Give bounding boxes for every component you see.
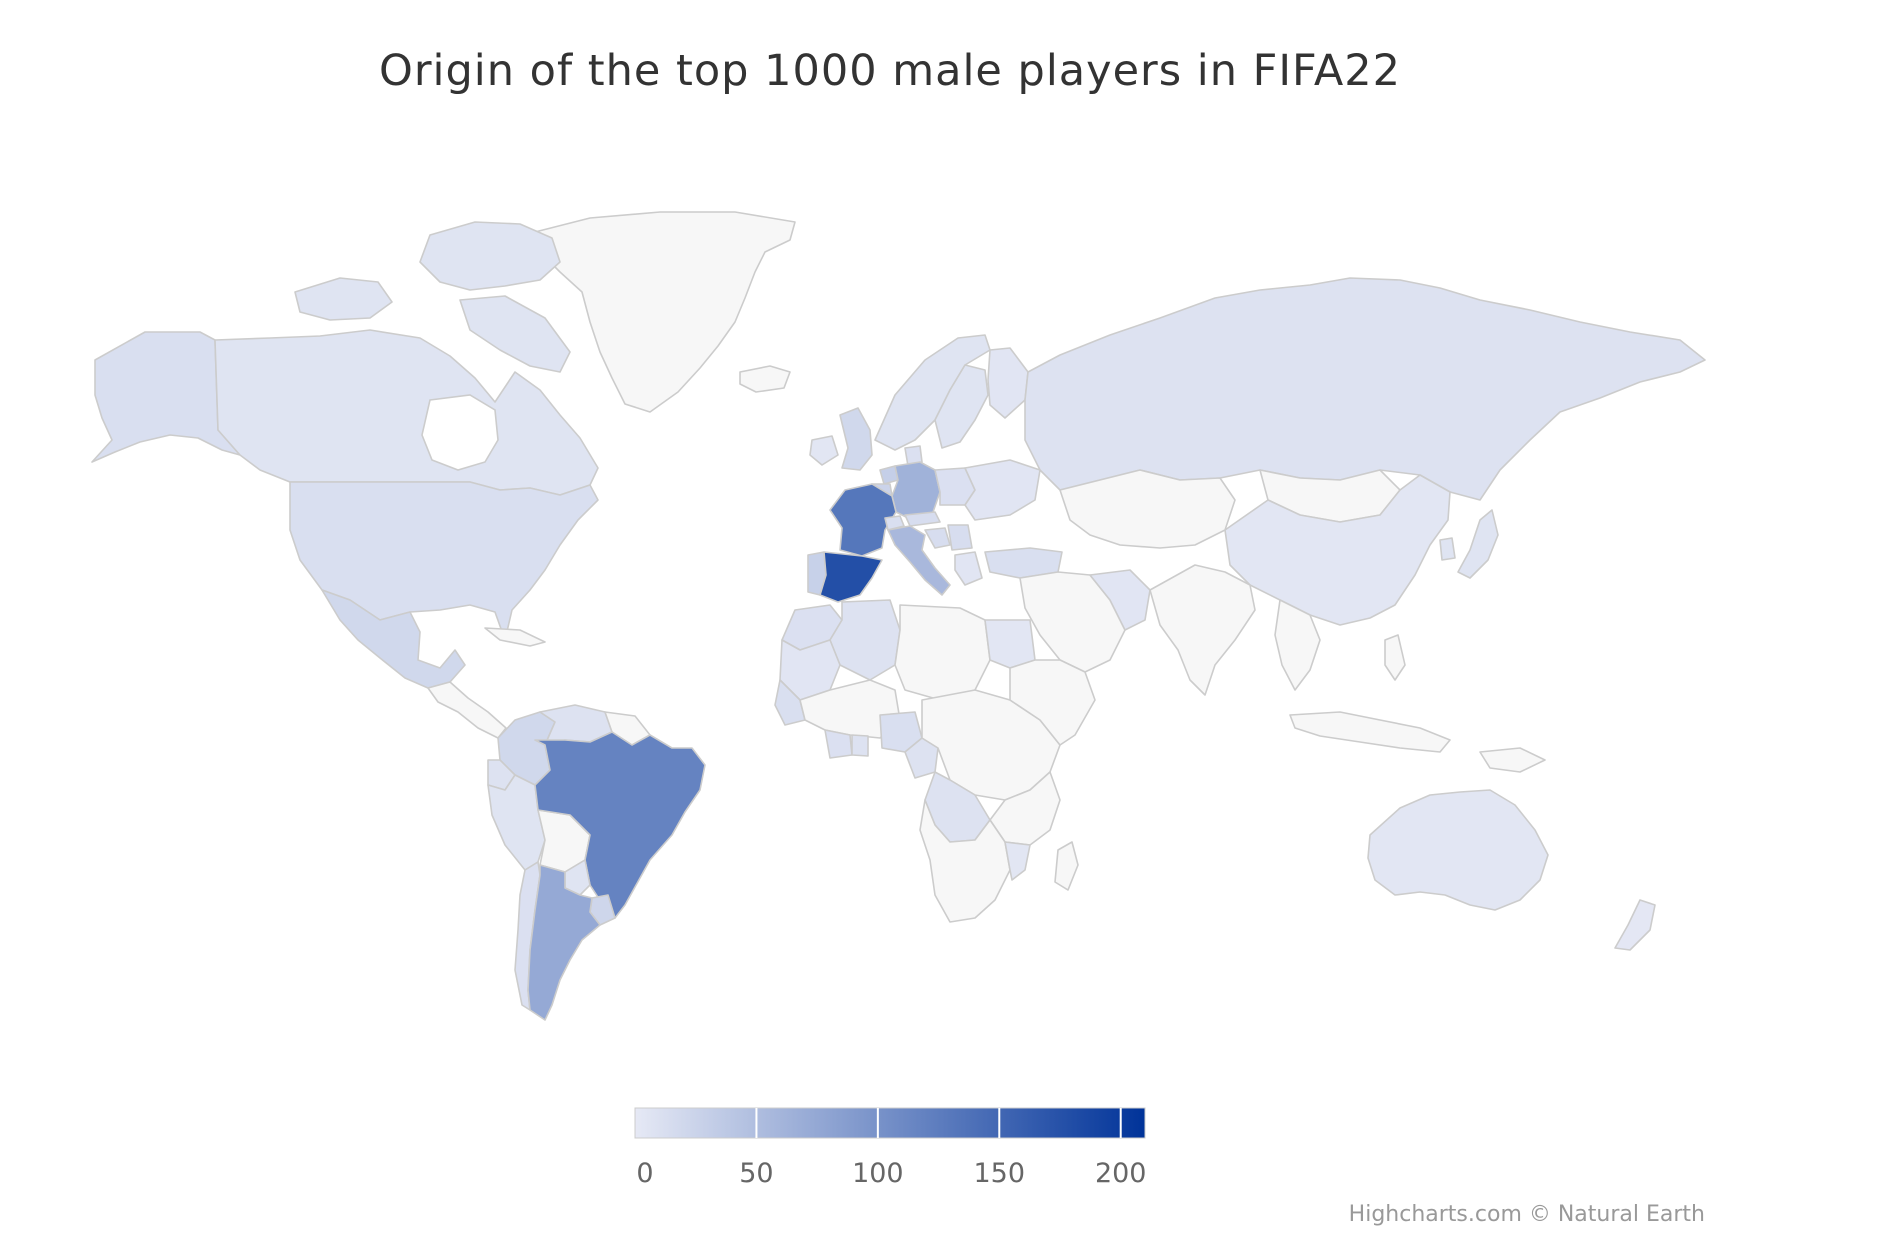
region-eastern-europe[interactable] [964, 459, 1041, 521]
region-italy[interactable] [887, 525, 951, 596]
region-greece[interactable] [954, 551, 983, 586]
region-cuba[interactable] [484, 627, 546, 647]
legend-tick-label: 100 [852, 1158, 904, 1189]
legend-tick-label: 200 [1095, 1158, 1147, 1189]
region-denmark[interactable] [904, 445, 923, 467]
region-philippines[interactable] [1384, 634, 1406, 681]
color-axis-legend: 0 50 100 150 200 [634, 1107, 1146, 1189]
region-greenland[interactable] [534, 211, 796, 413]
region-switzerland[interactable] [884, 515, 905, 531]
region-germany[interactable] [891, 461, 941, 521]
region-argentina[interactable] [527, 864, 601, 1021]
region-algeria[interactable] [829, 599, 901, 681]
legend-tick-label: 0 [636, 1158, 653, 1189]
region-baffin-island[interactable] [459, 295, 571, 373]
region-iceland[interactable] [739, 365, 791, 393]
region-norway[interactable] [874, 334, 991, 451]
map-credits[interactable]: Highcharts.com © Natural Earth [1348, 1202, 1705, 1227]
region-ghana[interactable] [851, 734, 869, 757]
region-iran[interactable] [1089, 569, 1151, 631]
region-united-kingdom[interactable] [839, 407, 873, 471]
legend-tick-label: 150 [974, 1158, 1026, 1189]
region-ivory-coast[interactable] [824, 729, 853, 759]
map-land-layer [91, 211, 1706, 1021]
region-mexico[interactable] [321, 589, 466, 689]
legend-tick-label: 50 [739, 1158, 773, 1189]
region-senegal[interactable] [774, 679, 806, 726]
region-spain[interactable] [819, 551, 883, 603]
region-united-states[interactable] [289, 481, 599, 641]
region-north-africa-east[interactable] [894, 604, 991, 701]
region-serbia[interactable] [947, 524, 973, 551]
region-south-korea[interactable] [1439, 537, 1456, 561]
region-madagascar[interactable] [1054, 841, 1079, 891]
region-canada-islands[interactable] [419, 221, 561, 291]
region-canada-islands-west[interactable] [294, 277, 393, 321]
region-austria[interactable] [904, 511, 941, 527]
chart-title: Origin of the top 1000 male players in F… [379, 46, 1401, 96]
hudson-bay [421, 394, 499, 471]
region-alaska[interactable] [91, 331, 241, 463]
region-australia[interactable] [1367, 789, 1549, 911]
region-central-america[interactable] [427, 681, 507, 739]
region-middle-east[interactable] [1019, 571, 1126, 673]
region-croatia[interactable] [924, 527, 951, 549]
region-papua[interactable] [1479, 747, 1546, 773]
region-brazil[interactable] [534, 731, 706, 919]
region-south-asia[interactable] [1149, 564, 1256, 696]
legend-labels: 0 50 100 150 200 [636, 1158, 1146, 1189]
region-horn-africa[interactable] [1009, 659, 1096, 746]
region-finland[interactable] [987, 347, 1029, 419]
region-indonesia[interactable] [1289, 711, 1451, 753]
region-mozambique[interactable] [1004, 841, 1031, 881]
region-canada[interactable] [214, 329, 599, 496]
region-russia[interactable] [1024, 277, 1706, 501]
region-sweden[interactable] [934, 364, 989, 449]
legend-ticks [755, 1108, 1122, 1138]
region-france[interactable] [829, 483, 897, 557]
region-southeast-asia[interactable] [1274, 599, 1321, 691]
region-ireland[interactable] [809, 435, 839, 466]
legend-gradient-bar [634, 1107, 1146, 1139]
region-japan[interactable] [1457, 509, 1499, 579]
region-egypt[interactable] [984, 619, 1036, 669]
region-southern-africa[interactable] [919, 799, 1011, 923]
region-new-zealand[interactable] [1614, 899, 1656, 951]
region-cameroon[interactable] [904, 737, 939, 779]
